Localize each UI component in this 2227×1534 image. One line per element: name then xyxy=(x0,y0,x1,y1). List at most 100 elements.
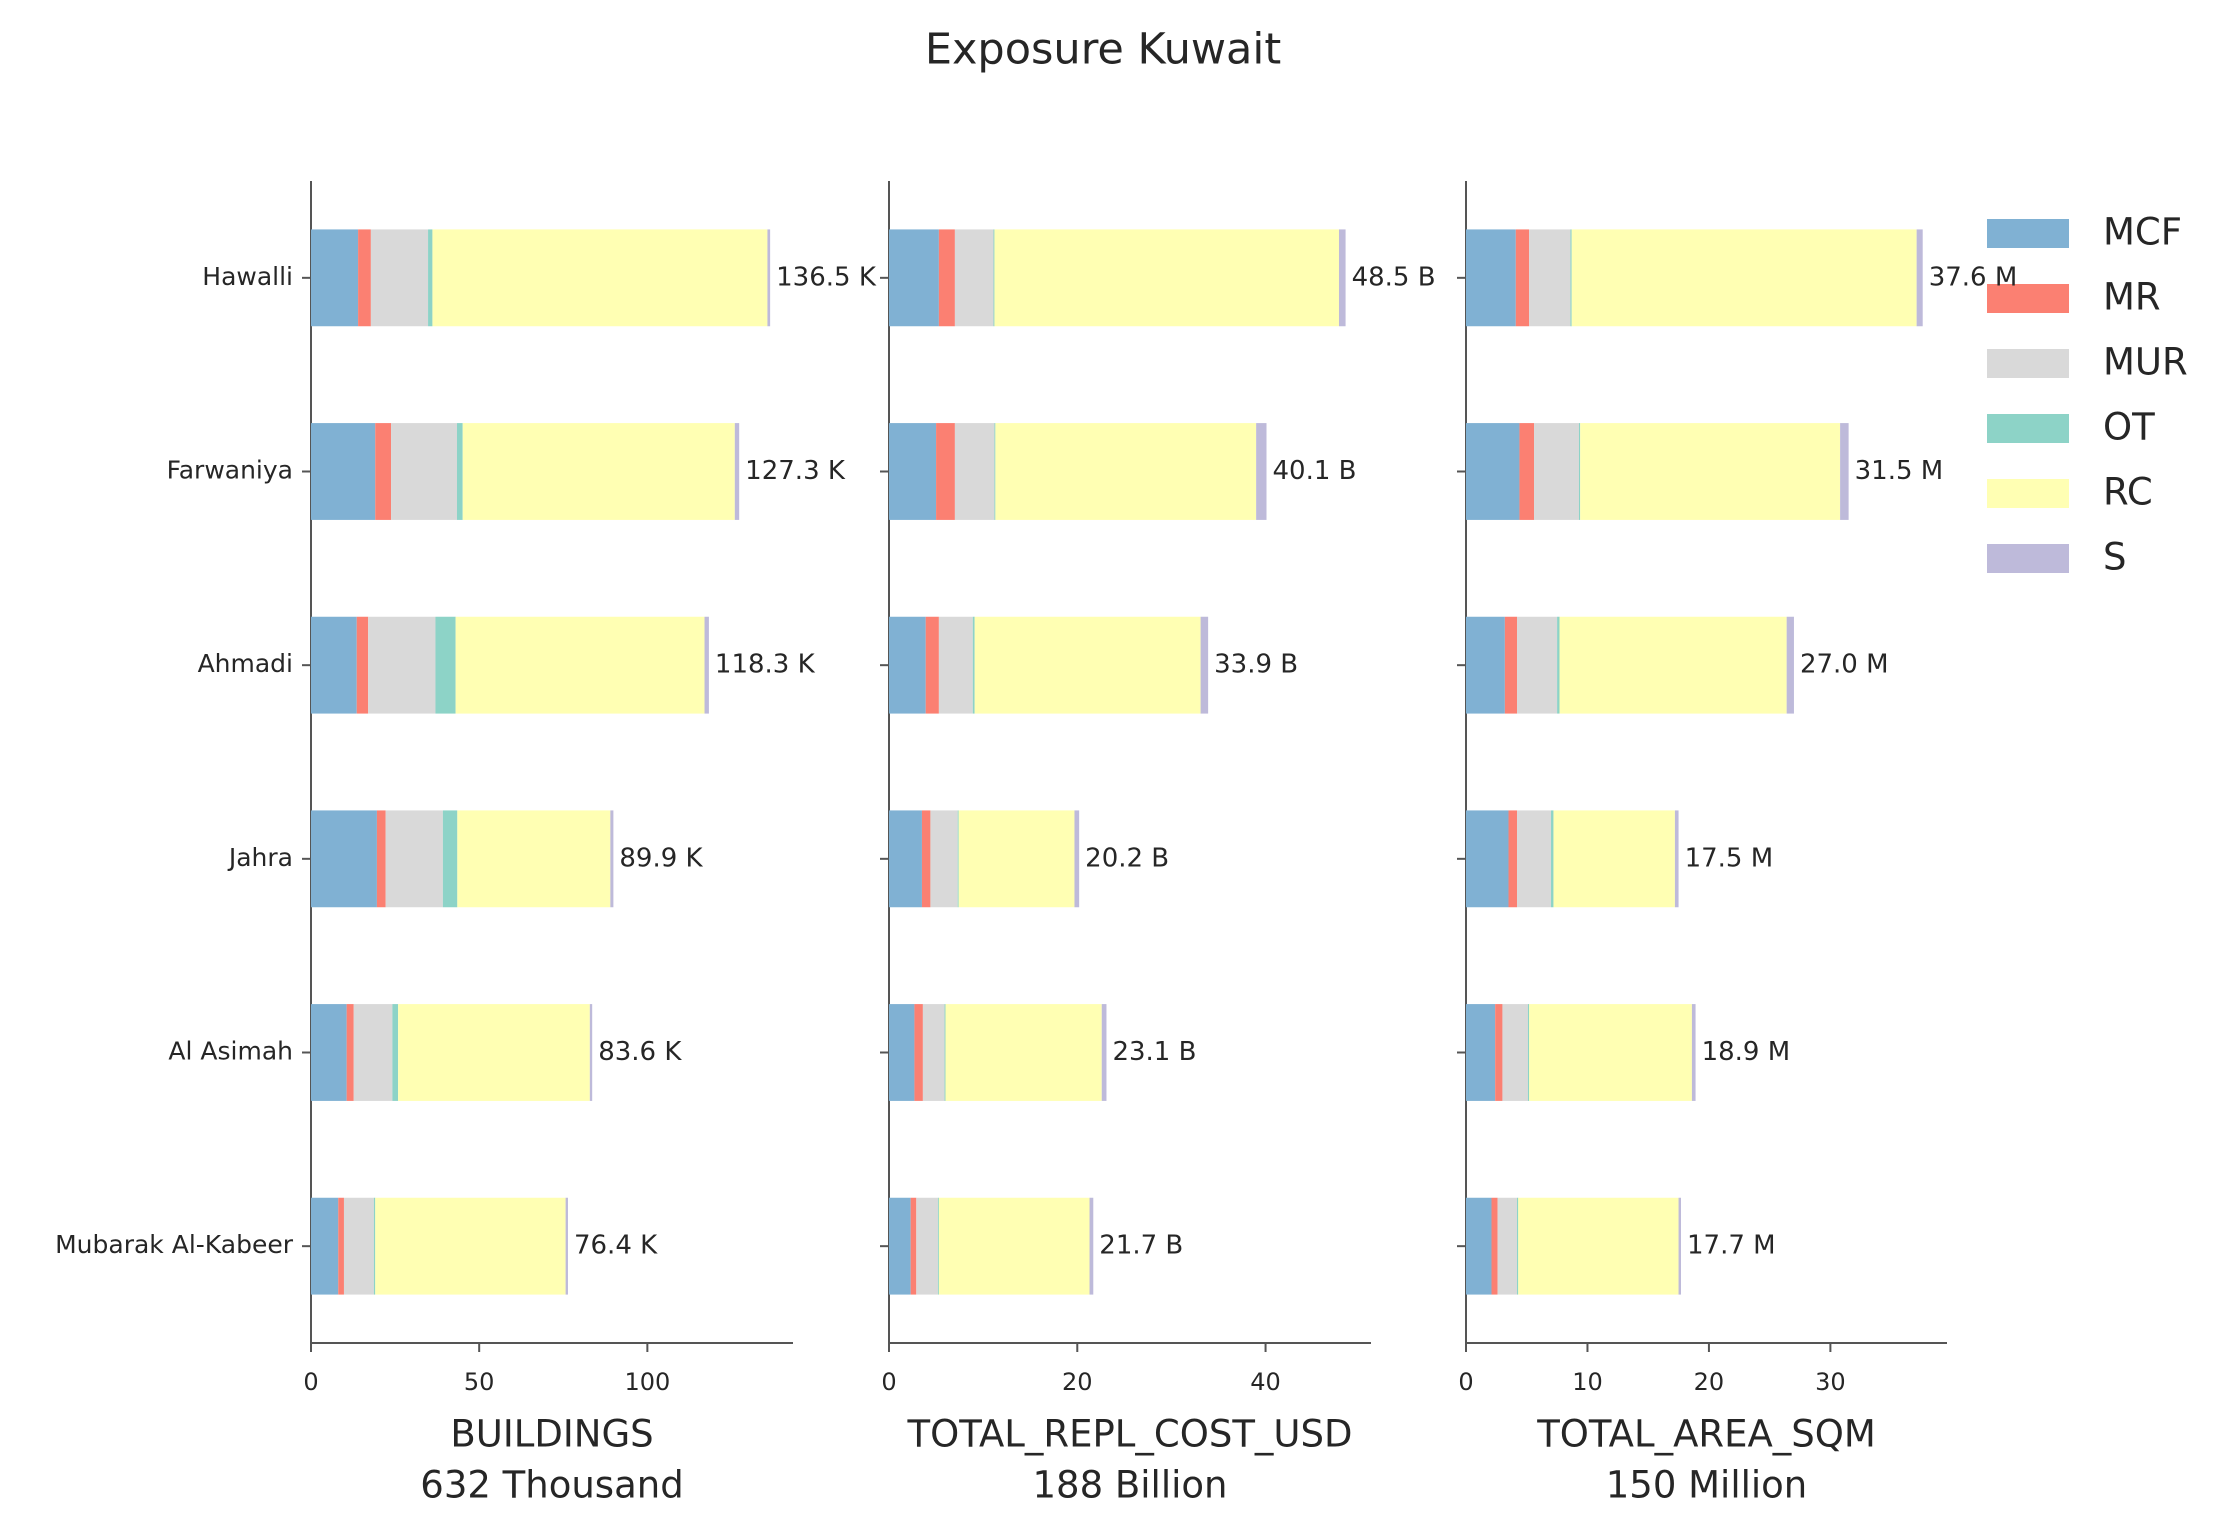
bar-segment xyxy=(1515,229,1530,327)
bar-segment xyxy=(1466,423,1520,520)
bar-segment xyxy=(353,1004,393,1101)
y-tick-label: Farwaniya xyxy=(167,456,293,485)
bar-segment xyxy=(889,423,937,520)
total-label: 37.6 M xyxy=(1929,262,2018,292)
legend-swatch xyxy=(1987,414,2069,443)
x-axis-sublabel: 188 Billion xyxy=(1033,1464,1228,1507)
bar-segment xyxy=(1557,616,1560,714)
x-tick-label: 50 xyxy=(464,1368,495,1396)
x-axis-label: TOTAL_REPL_COST_USD xyxy=(907,1413,1353,1456)
bar-segment xyxy=(1674,810,1679,908)
bar-segment xyxy=(1529,229,1571,327)
bar-segment xyxy=(346,1004,354,1101)
bar-segment xyxy=(375,423,392,520)
legend-label: S xyxy=(2103,536,2127,579)
bar-segment xyxy=(1517,616,1558,714)
x-tick-label: 30 xyxy=(1815,1368,1846,1396)
bar-segment xyxy=(993,229,995,327)
total-label: 40.1 B xyxy=(1273,456,1357,486)
bar-segment xyxy=(889,1004,915,1101)
bar-segment xyxy=(954,229,994,327)
bar-segment xyxy=(1495,1004,1503,1101)
bar-segment xyxy=(1570,229,1572,327)
bar-segment xyxy=(925,616,939,714)
bar-segment xyxy=(916,1197,938,1295)
bar-segment xyxy=(704,616,709,714)
bar-segment xyxy=(922,1004,945,1101)
x-tick-label: 20 xyxy=(1062,1368,1093,1396)
total-label: 89.9 K xyxy=(619,843,703,873)
bar-segment xyxy=(954,423,995,520)
x-axis-label: TOTAL_AREA_SQM xyxy=(1536,1413,1876,1456)
bar-segment xyxy=(1518,1197,1679,1295)
legend-swatch xyxy=(1987,349,2069,378)
bar-segment xyxy=(392,1004,399,1101)
bar-segment xyxy=(1504,616,1518,714)
bar-segment xyxy=(1497,1197,1518,1295)
legend-label: OT xyxy=(2103,406,2155,449)
bar-segment xyxy=(370,229,429,327)
total-label: 76.4 K xyxy=(574,1231,658,1261)
bar-segment xyxy=(1101,1004,1107,1101)
total-label: 17.5 M xyxy=(1685,843,1774,873)
total-label: 21.7 B xyxy=(1099,1231,1183,1261)
bar-segment xyxy=(938,229,955,327)
bar-segment xyxy=(767,229,771,327)
x-tick-label: 0 xyxy=(881,1368,896,1396)
bar-segment xyxy=(734,423,740,520)
bar-segment xyxy=(1517,810,1552,908)
bar-segment xyxy=(1200,616,1209,714)
bar-segment xyxy=(1527,1004,1530,1101)
bar-segment xyxy=(311,229,359,327)
bar-segment xyxy=(937,1197,939,1295)
bar-segment xyxy=(375,1197,566,1295)
bar-segment xyxy=(1534,423,1579,520)
y-tick-label: Al Asimah xyxy=(168,1037,293,1066)
bar-segment xyxy=(1559,616,1787,714)
legend-label: RC xyxy=(2103,471,2153,514)
total-label: 83.6 K xyxy=(598,1037,682,1067)
total-label: 27.0 M xyxy=(1800,650,1889,680)
bar-segment xyxy=(456,423,463,520)
bar-segment xyxy=(455,616,705,714)
bar-segment xyxy=(610,810,614,908)
bar-segment xyxy=(1571,229,1917,327)
bar-segment xyxy=(889,1197,911,1295)
bar-segment xyxy=(356,616,369,714)
bar-segment xyxy=(1916,229,1923,327)
x-tick-label: 10 xyxy=(1572,1368,1603,1396)
bar-segment xyxy=(1466,229,1516,327)
bar-segment xyxy=(974,616,1201,714)
bar-segment xyxy=(938,1197,1090,1295)
bar-segment xyxy=(1553,810,1675,908)
bar-segment xyxy=(914,1004,923,1101)
bar-segment xyxy=(432,229,768,327)
x-tick-label: 40 xyxy=(1250,1368,1281,1396)
legend-label: MUR xyxy=(2103,341,2188,384)
bar-segment xyxy=(994,423,996,520)
bar-segment xyxy=(391,423,457,520)
total-label: 20.2 B xyxy=(1085,843,1169,873)
total-label: 33.9 B xyxy=(1214,650,1298,680)
bar-segment xyxy=(462,423,735,520)
bar-segment xyxy=(1074,810,1080,908)
total-label: 48.5 B xyxy=(1352,262,1436,292)
bar-segment xyxy=(930,810,958,908)
bar-segment xyxy=(1786,616,1794,714)
bar-segment xyxy=(889,616,926,714)
bar-segment xyxy=(1256,423,1267,520)
bar-segment xyxy=(338,1197,344,1295)
bar-segment xyxy=(398,1004,590,1101)
bar-segment xyxy=(1529,1004,1692,1101)
bar-segment xyxy=(311,423,376,520)
bar-segment xyxy=(1578,423,1581,520)
total-label: 136.5 K xyxy=(776,262,877,292)
x-axis-sublabel: 632 Thousand xyxy=(420,1464,683,1507)
bar-segment xyxy=(1678,1197,1681,1295)
bar-segment xyxy=(311,1004,347,1101)
bar-segment xyxy=(428,229,433,327)
legend-label: MR xyxy=(2103,276,2161,319)
bar-segment xyxy=(442,810,458,908)
bar-segment xyxy=(311,810,377,908)
